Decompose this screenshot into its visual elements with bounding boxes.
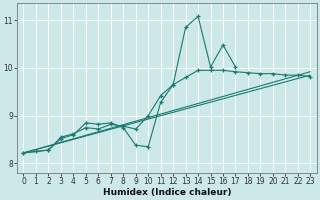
X-axis label: Humidex (Indice chaleur): Humidex (Indice chaleur) — [103, 188, 231, 197]
